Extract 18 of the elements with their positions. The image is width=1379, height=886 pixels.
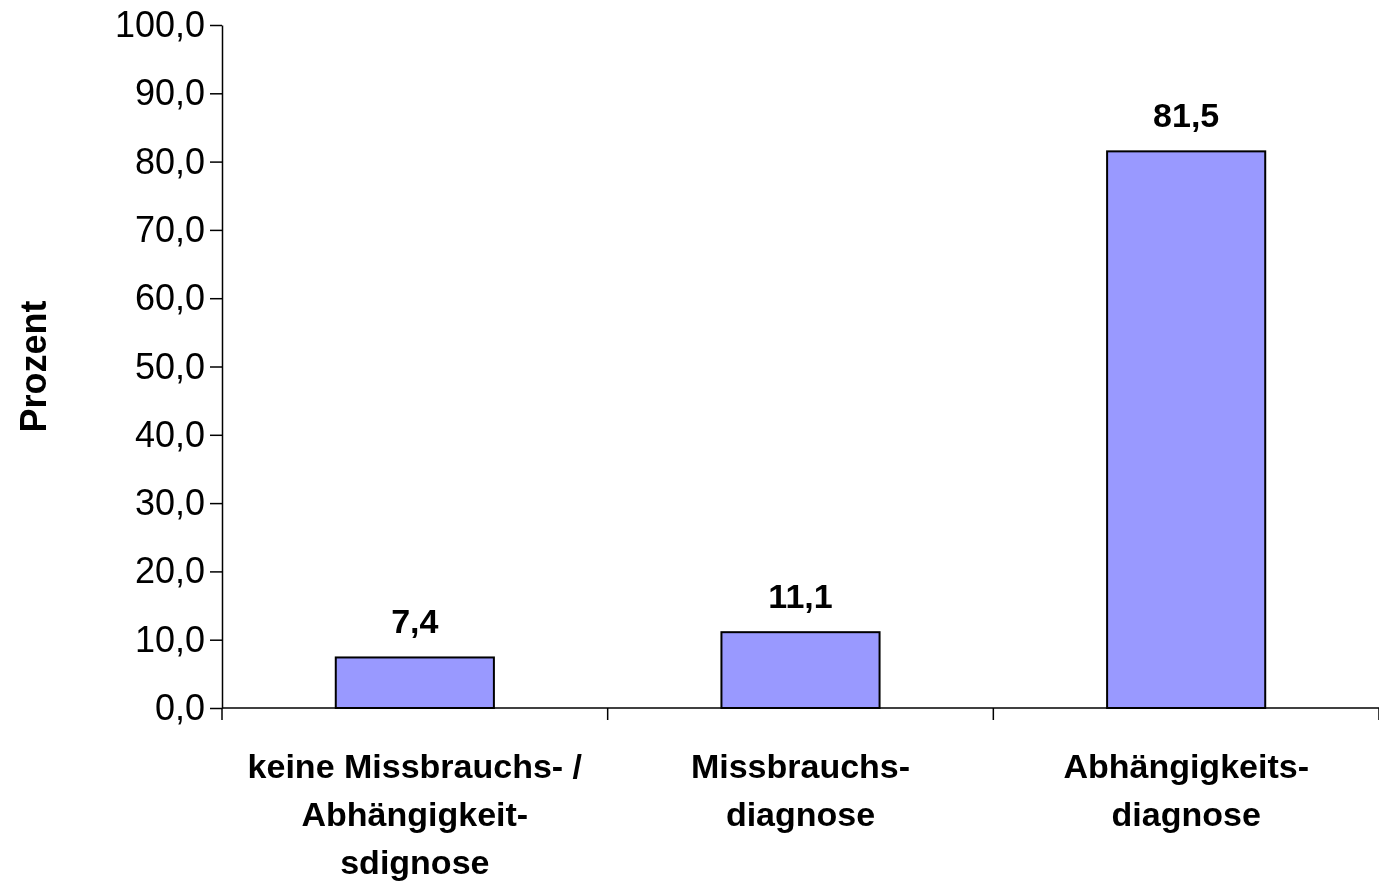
y-tick-label: 0,0 [154,687,205,729]
y-tick-label: 100,0 [114,4,205,46]
y-tick-label: 20,0 [134,550,205,592]
y-tick-label: 30,0 [134,482,205,524]
x-tick-label: Abhängigkeits- diagnose [1063,747,1309,833]
y-tick-label: 90,0 [134,72,205,114]
data-label: 11,1 [768,577,833,616]
y-tick-label: 80,0 [134,140,205,182]
data-label: 7,4 [391,602,439,641]
y-tick-label: 60,0 [134,277,205,319]
y-axis-title: Prozent [13,300,54,433]
y-tick-label: 70,0 [134,208,205,250]
y-tick-label: 50,0 [134,345,205,387]
x-tick-label: keine Missbrauchs- / Abhängigkeit- sdignose [247,747,583,881]
x-tick-label: Missbrauchs- diagnose [690,747,911,833]
y-tick-label: 10,0 [134,618,205,660]
y-tick-label: 40,0 [134,413,205,455]
data-label: 81,5 [1153,96,1220,135]
